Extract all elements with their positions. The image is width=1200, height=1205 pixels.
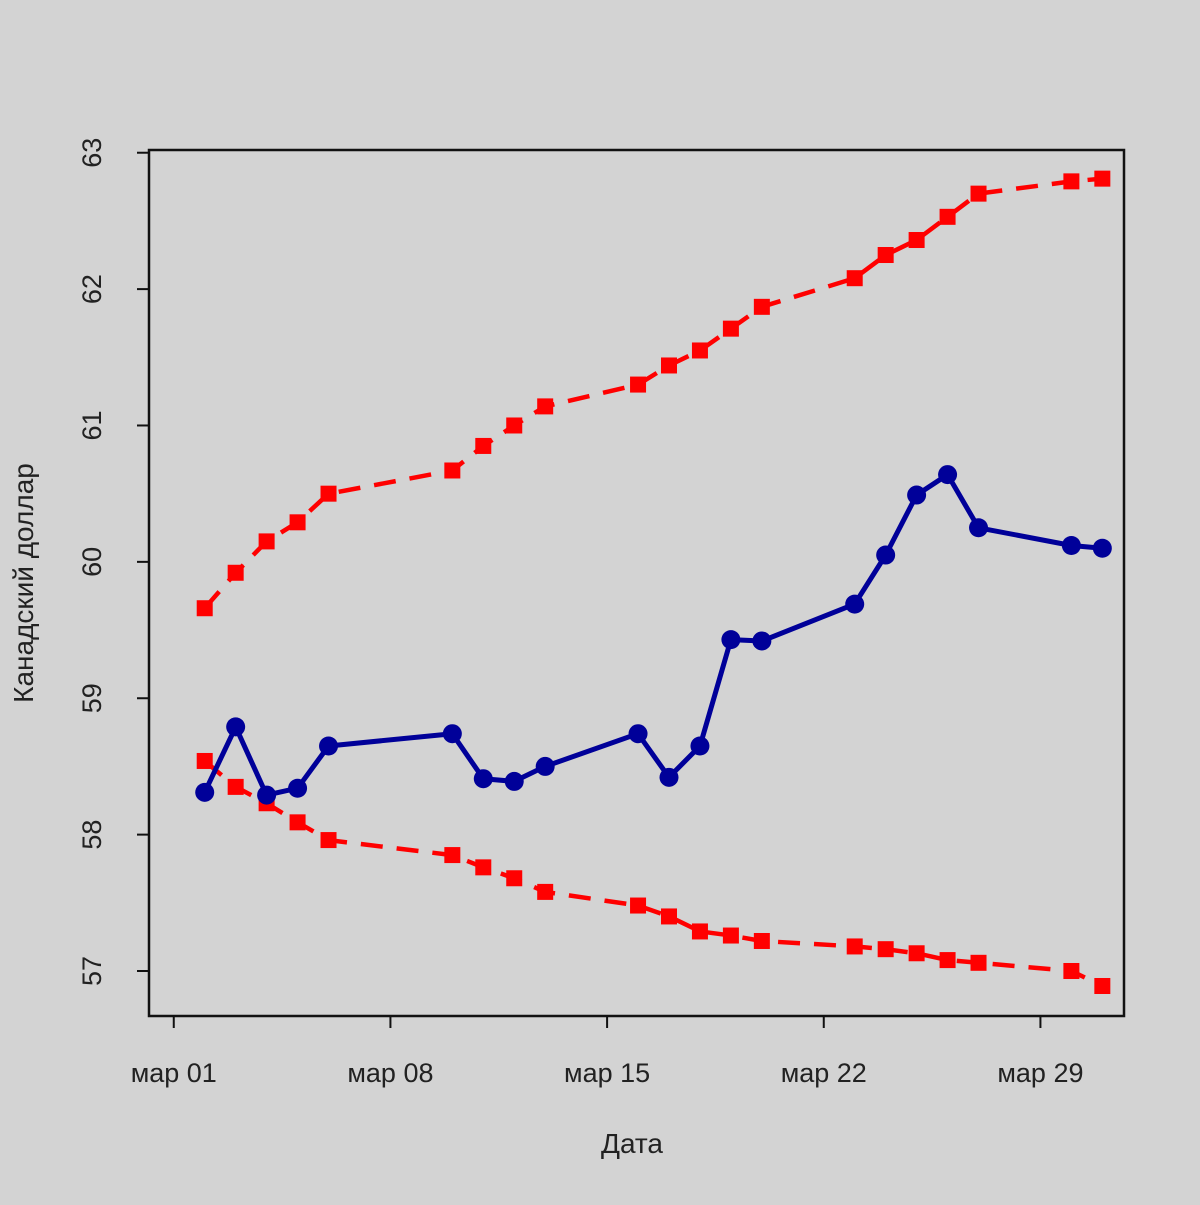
data-point	[721, 630, 741, 650]
data-point	[970, 954, 987, 971]
data-point	[319, 736, 339, 756]
data-point	[722, 927, 739, 944]
data-point	[970, 185, 987, 202]
data-point	[195, 782, 215, 802]
data-point	[939, 952, 956, 969]
data-point	[845, 594, 865, 614]
data-point	[196, 752, 213, 769]
data-point	[289, 814, 306, 831]
data-point	[661, 357, 677, 374]
data-point	[475, 437, 492, 454]
data-point	[877, 247, 894, 264]
data-point	[444, 462, 461, 479]
data-point	[628, 724, 648, 744]
data-point	[1092, 538, 1112, 558]
series-layer	[195, 170, 1112, 994]
data-point	[227, 564, 244, 581]
y-tick-label: 63	[77, 138, 107, 168]
y-tick-label: 62	[77, 274, 107, 304]
x-tick-label: мар 01	[131, 1058, 217, 1088]
data-point	[907, 485, 927, 505]
data-point	[753, 298, 770, 315]
data-point	[877, 941, 894, 958]
data-point	[537, 398, 554, 415]
data-point	[444, 847, 461, 864]
data-point	[630, 376, 647, 393]
data-point	[1094, 170, 1111, 187]
data-point	[1063, 962, 1080, 979]
plot-frame	[147, 148, 1126, 1018]
data-point	[320, 832, 337, 849]
series-lower	[196, 752, 1111, 994]
data-point	[939, 208, 956, 225]
data-point	[691, 342, 708, 359]
y-axis-title: Канадский доллар	[8, 463, 39, 703]
y-tick-label: 61	[77, 410, 107, 440]
data-point	[504, 771, 524, 791]
data-point	[846, 270, 863, 287]
data-point	[1094, 977, 1111, 994]
data-point	[876, 545, 896, 565]
data-point	[289, 514, 306, 531]
x-tick-label: мар 08	[347, 1058, 433, 1088]
data-point	[691, 923, 708, 940]
x-tick-label: мар 29	[997, 1058, 1083, 1088]
x-tick-label: мар 15	[564, 1058, 650, 1088]
data-point	[537, 883, 554, 900]
data-point	[1061, 535, 1081, 555]
data-point	[690, 736, 710, 756]
data-point	[227, 778, 244, 795]
data-point	[938, 465, 958, 485]
series-line-upper	[203, 176, 1103, 610]
data-point	[226, 717, 246, 737]
data-point	[506, 417, 523, 434]
data-point	[258, 533, 275, 550]
data-point	[846, 938, 863, 955]
y-tick-label: 57	[77, 956, 107, 986]
data-point	[473, 769, 493, 789]
y-tick-label: 60	[77, 547, 107, 577]
data-point	[659, 767, 679, 787]
y-axis: 57 58 59 60 61 62 63	[77, 138, 150, 986]
data-point	[196, 600, 213, 617]
y-tick-label: 58	[77, 820, 107, 850]
data-point	[722, 320, 739, 337]
series-observed	[195, 465, 1112, 805]
data-point	[442, 724, 462, 744]
data-point	[630, 897, 647, 914]
series-line-observed	[202, 472, 1103, 798]
data-point	[257, 785, 277, 805]
data-point	[969, 518, 989, 538]
data-point	[908, 945, 925, 962]
data-point	[1063, 173, 1080, 190]
y-tick-label: 59	[77, 683, 107, 713]
data-point	[908, 232, 925, 249]
x-axis: мар 01 мар 08 мар 15 мар 22 мар 29	[131, 1015, 1083, 1088]
data-point	[661, 908, 677, 925]
x-axis-title: Дата	[601, 1128, 663, 1159]
data-point	[288, 778, 308, 798]
data-point	[506, 870, 523, 887]
series-upper	[196, 170, 1111, 617]
x-tick-label: мар 22	[781, 1058, 867, 1088]
data-point	[752, 631, 772, 651]
data-point	[753, 932, 770, 949]
series-line-lower	[203, 759, 1104, 989]
data-point	[535, 756, 555, 776]
data-point	[320, 485, 337, 502]
data-point	[475, 859, 492, 876]
